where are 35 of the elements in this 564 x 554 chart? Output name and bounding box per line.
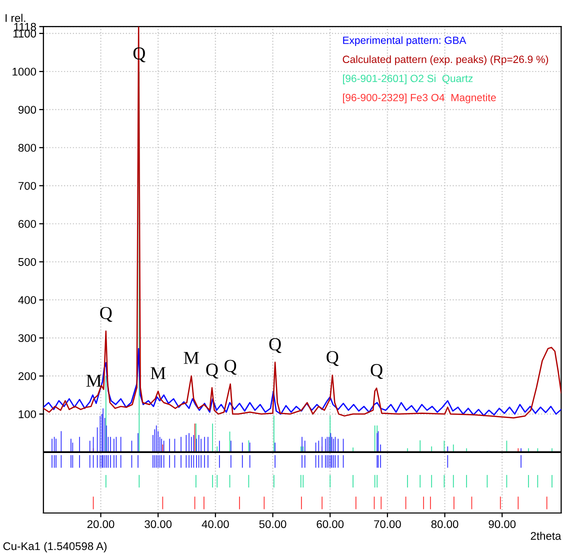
y-tick-label: 500: [18, 258, 36, 266]
annotation: M: [86, 374, 102, 387]
x-tick-label: 80.00: [431, 520, 458, 528]
y-tick-label: 1000: [12, 68, 36, 76]
y-axis-title: I rel.: [6, 14, 26, 22]
x-tick-label: 20.00: [87, 520, 114, 528]
x-axis-title: 2theta: [530, 532, 562, 540]
y-tick-label: 400: [18, 296, 36, 304]
annotation: Q: [326, 351, 339, 366]
x-tick-label: 30.00: [144, 520, 172, 528]
text: Cu-Ka1 (1.540598 A): [3, 542, 107, 552]
annotation: Q: [100, 306, 112, 322]
text: Calculated pattern (exp. peaks) (Rp=26.9 %): [342, 55, 548, 66]
y-tick-label: 300: [18, 334, 36, 342]
annotation: Q: [224, 360, 237, 375]
text: [96-901-2601] O2 Si Quartz: [343, 74, 473, 84]
y-tick-label: 600: [18, 220, 36, 228]
annotation: M: [184, 352, 199, 364]
text: [96-900-2329] Fe3 O4 Magnetite: [343, 94, 496, 104]
x-tick-label: 50.00: [259, 520, 286, 528]
y-tick-label: 1118: [14, 22, 36, 31]
y-tick-label: 100: [18, 410, 36, 418]
annotation: M: [150, 367, 166, 380]
y-tick-label: 800: [18, 144, 36, 152]
y-tick-label: 700: [18, 182, 36, 190]
x-tick-label: 90.00: [488, 520, 516, 528]
x-tick-label: 40.00: [202, 520, 229, 528]
annotation: Q: [269, 338, 282, 354]
y-tick-label: 900: [18, 106, 36, 114]
x-tick-label: 60.00: [316, 520, 344, 528]
annotation: Q: [206, 364, 218, 379]
x-tick-label: 70.00: [374, 520, 401, 528]
text: Experimental pattern: GBA: [343, 36, 466, 46]
annotation: Q: [370, 364, 383, 379]
y-tick-label: 200: [18, 372, 36, 380]
